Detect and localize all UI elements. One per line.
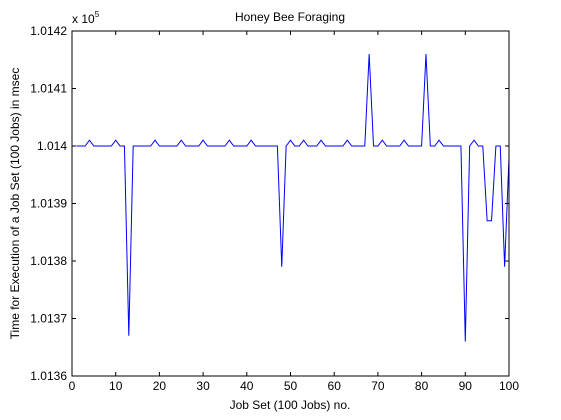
x-tick-label: 80: [415, 379, 429, 393]
y-axis-label: Time for Execution of a Job Set (100 Job…: [8, 68, 22, 340]
y-tick-label: 1.0136: [30, 369, 67, 383]
y-tick-label: 1.014: [37, 139, 67, 153]
x-tick-label: 100: [499, 379, 519, 393]
x-tick-label: 60: [328, 379, 342, 393]
y-tick-label: 1.0137: [30, 312, 67, 326]
plot-frame: [71, 30, 510, 377]
plot-area: [72, 31, 509, 376]
y-axis-ticks: 1.0136 1.0137 1.0138 1.0139 1.014 1.0141 1.014…: [30, 24, 509, 383]
y-tick-label: 1.0142: [30, 24, 67, 38]
x-tick-label: 50: [284, 379, 298, 393]
y-tick-label: 1.0141: [30, 82, 67, 96]
x-tick-label: 30: [196, 379, 210, 393]
y-axis-exponent: x 105: [72, 10, 100, 26]
y-axis-exponent-prefix: x 10: [72, 12, 95, 26]
y-tick-label: 1.0138: [30, 254, 67, 268]
x-tick-label: 90: [459, 379, 473, 393]
x-tick-label: 10: [109, 379, 123, 393]
x-tick-label: 20: [153, 379, 167, 393]
x-tick-label: 40: [240, 379, 254, 393]
y-tick-label: 1.0139: [30, 197, 67, 211]
x-axis-ticks: 0 10 20 30 40 50 60 70 80 90 100: [69, 31, 519, 393]
series-line: [76, 53, 510, 342]
x-axis-label: Job Set (100 Jobs) no.: [230, 398, 351, 412]
y-axis-exponent-power: 5: [95, 10, 100, 19]
chart-title: Honey Bee Foraging: [235, 10, 345, 24]
x-tick-label: 70: [371, 379, 385, 393]
x-tick-label: 0: [69, 379, 76, 393]
